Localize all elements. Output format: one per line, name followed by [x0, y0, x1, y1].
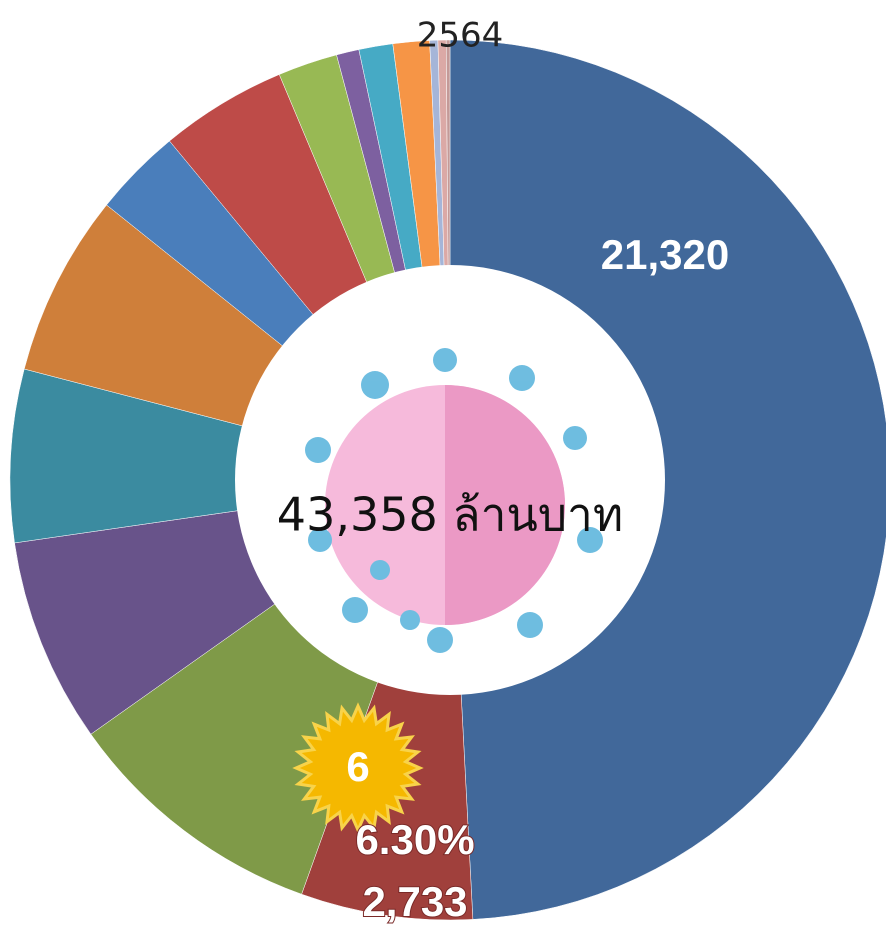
chart-title: 2564 — [417, 16, 504, 56]
slice — [445, 39, 451, 481]
slice — [9, 368, 451, 544]
value-label: 2,733 — [362, 878, 467, 925]
value-label: 21,320 — [601, 231, 729, 278]
center-label: 43,358 ล้านบาท — [277, 488, 623, 542]
percent-label: 6.30% — [355, 816, 474, 863]
slice — [449, 39, 886, 920]
badge: 6 — [346, 743, 369, 790]
badge-burst — [292, 702, 424, 834]
virus-illustration — [305, 348, 603, 653]
